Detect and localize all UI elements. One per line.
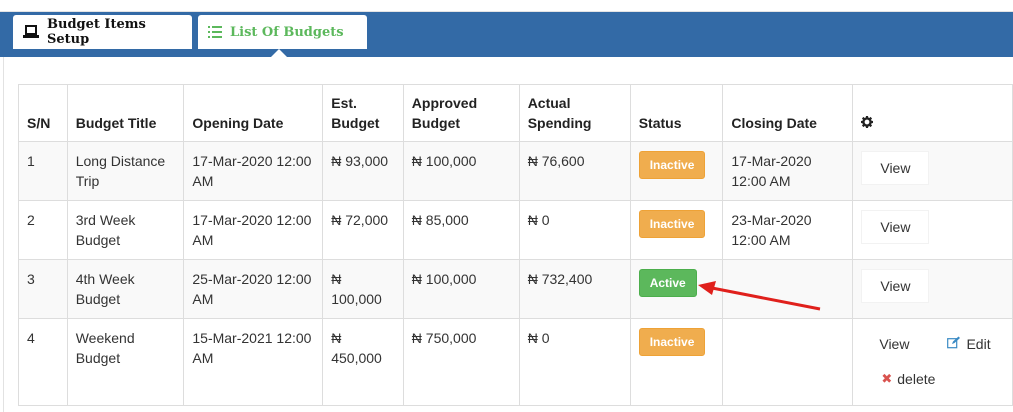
header-opening-date: Opening Date bbox=[183, 84, 324, 142]
header-sn: S/N bbox=[18, 84, 68, 142]
cell-sn: 1 bbox=[18, 141, 68, 201]
cell-status: Inactive bbox=[629, 318, 724, 406]
active-tab-caret bbox=[271, 49, 287, 57]
view-button[interactable]: View bbox=[861, 210, 930, 244]
close-icon: ✖ bbox=[881, 371, 893, 386]
cell-sn: 4 bbox=[18, 318, 68, 406]
cell-opening-date: 17-Mar-2020 12:00 AM bbox=[183, 200, 324, 260]
table-row: 4 Weekend Budget 15-Mar-2021 12:00 AM ₦ … bbox=[18, 318, 1013, 406]
status-badge: Active bbox=[638, 269, 697, 297]
panel-border bbox=[3, 57, 4, 412]
cell-actions: View Edit ✖ delete bbox=[852, 318, 1013, 406]
cell-est-budget: ₦ 72,000 bbox=[322, 200, 404, 260]
cell-approved-budget: ₦ 100,000 bbox=[402, 259, 520, 319]
tab-budget-items-setup[interactable]: Budget Items Setup bbox=[13, 15, 192, 49]
delete-label: delete bbox=[897, 371, 936, 387]
header-est-budget: Est. Budget bbox=[322, 84, 404, 142]
cell-approved-budget: ₦ 85,000 bbox=[402, 200, 520, 260]
tab-label: Budget Items Setup bbox=[47, 17, 146, 47]
cell-actual-spending: ₦ 76,600 bbox=[518, 141, 631, 201]
view-link[interactable]: View bbox=[879, 336, 910, 352]
cell-opening-date: 15-Mar-2021 12:00 AM bbox=[183, 318, 324, 406]
cell-est-budget: ₦ 450,000 bbox=[322, 318, 404, 406]
view-button[interactable]: View bbox=[861, 151, 930, 185]
cell-opening-date: 17-Mar-2020 12:00 AM bbox=[183, 141, 324, 201]
header-status: Status bbox=[629, 84, 724, 142]
top-band bbox=[0, 0, 1013, 12]
cell-title: Weekend Budget bbox=[66, 318, 185, 406]
table-header-row: S/N Budget Title Opening Date Est. Budge… bbox=[18, 84, 1013, 142]
cell-status: Inactive bbox=[629, 141, 724, 201]
status-badge: Inactive bbox=[638, 328, 706, 356]
status-badge: Inactive bbox=[638, 210, 706, 238]
view-button[interactable]: View bbox=[861, 269, 930, 303]
cell-opening-date: 25-Mar-2020 12:00 AM bbox=[183, 259, 324, 319]
header-actual-spending: Actual Spending bbox=[518, 84, 631, 142]
cell-title: 4th Week Budget bbox=[66, 259, 185, 319]
table-row: 2 3rd Week Budget 17-Mar-2020 12:00 AM ₦… bbox=[18, 200, 1013, 260]
table-row: 1 Long Distance Trip 17-Mar-2020 12:00 A… bbox=[18, 141, 1013, 201]
cell-actions: View bbox=[852, 200, 1013, 260]
budgets-table: S/N Budget Title Opening Date Est. Budge… bbox=[18, 84, 1013, 406]
cell-closing-date bbox=[722, 318, 854, 406]
cell-est-budget: ₦ 93,000 bbox=[322, 141, 404, 201]
tab-bar: Budget Items Setup List Of Budgets bbox=[0, 12, 1013, 57]
cell-approved-budget: ₦ 100,000 bbox=[402, 141, 520, 201]
laptop-icon bbox=[23, 25, 39, 39]
header-closing-date: Closing Date bbox=[722, 84, 854, 142]
cell-closing-date: 17-Mar-2020 12:00 AM bbox=[722, 141, 854, 201]
cell-status: Inactive bbox=[629, 200, 724, 260]
cell-actual-spending: ₦ 0 bbox=[518, 200, 631, 260]
cell-title: Long Distance Trip bbox=[66, 141, 185, 201]
cell-approved-budget: ₦ 750,000 bbox=[402, 318, 520, 406]
cell-closing-date: 23-Mar-2020 12:00 AM bbox=[722, 200, 854, 260]
gear-icon[interactable] bbox=[861, 115, 874, 131]
edit-label: Edit bbox=[966, 336, 991, 352]
cell-sn: 3 bbox=[18, 259, 68, 319]
cell-actual-spending: ₦ 732,400 bbox=[518, 259, 631, 319]
status-badge: Inactive bbox=[638, 151, 706, 179]
cell-closing-date bbox=[722, 259, 854, 319]
list-icon bbox=[208, 26, 222, 38]
header-approved-budget: Approved Budget bbox=[402, 84, 520, 142]
delete-link[interactable]: ✖ delete bbox=[881, 369, 935, 389]
cell-actual-spending: ₦ 0 bbox=[518, 318, 631, 406]
header-actions bbox=[852, 84, 1013, 142]
cell-actions: View bbox=[852, 141, 1013, 201]
cell-sn: 2 bbox=[18, 200, 68, 260]
cell-title: 3rd Week Budget bbox=[66, 200, 185, 260]
edit-link[interactable]: Edit bbox=[947, 334, 991, 354]
cell-status: Active bbox=[629, 259, 724, 319]
tab-label: List Of Budgets bbox=[230, 24, 344, 40]
cell-actions: View bbox=[852, 259, 1013, 319]
cell-est-budget: ₦ 100,000 bbox=[322, 259, 404, 319]
table-row: 3 4th Week Budget 25-Mar-2020 12:00 AM ₦… bbox=[18, 259, 1013, 319]
tab-list-of-budgets[interactable]: List Of Budgets bbox=[198, 15, 367, 49]
edit-icon bbox=[947, 334, 961, 354]
header-budget-title: Budget Title bbox=[66, 84, 185, 142]
